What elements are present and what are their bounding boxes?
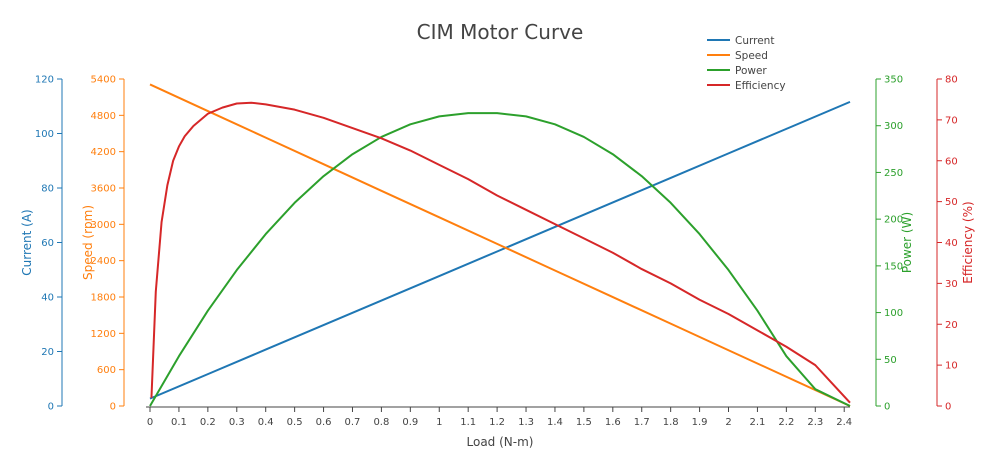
y-tick-label-current: 80: [41, 184, 54, 195]
x-tick-label: 0.4: [258, 417, 274, 428]
y-tick-label-efficiency: 40: [945, 238, 958, 249]
y-tick-label-efficiency: 80: [945, 75, 958, 86]
y-axis-speed: 0 600 1200 1800 2400 3000 3600 4200 4800 5400 Spee…: [81, 75, 125, 413]
series-line-speed: [149, 83, 851, 407]
x-tick-label: 0.7: [345, 417, 361, 428]
y-tick-label-power: 100: [884, 308, 903, 319]
y-tick-label-efficiency: 50: [945, 197, 958, 208]
x-axis-title: Load (N-m): [467, 435, 534, 449]
y-tick-label-efficiency: 30: [945, 279, 958, 290]
x-tick-label: 1.4: [547, 417, 563, 428]
x-tick-label: 2: [725, 417, 731, 428]
y-tick-label-speed: 3000: [91, 220, 116, 231]
legend-item-efficiency[interactable]: Efficiency: [707, 80, 786, 92]
x-tick-label: 1.2: [489, 417, 505, 428]
y-axis-efficiency: 0 10 20 30 40 50 60 70 80 Efficiency (%): [936, 75, 975, 413]
series-line-current: [149, 100, 851, 400]
series-line-power: [149, 112, 851, 407]
y-tick-label-efficiency: 20: [945, 320, 958, 331]
y-axis-title-power: Power (W): [900, 212, 914, 273]
y-axis-title-efficiency: Efficiency (%): [961, 201, 975, 283]
legend-item-power[interactable]: Power: [707, 65, 767, 77]
legend-label: Efficiency: [735, 80, 786, 92]
y-tick-label-current: 0: [48, 402, 54, 413]
legend-label: Speed: [735, 50, 768, 62]
y-axis-power: 0 50 100 150 200 250 300 350 Power (W): [875, 75, 914, 413]
y-tick-label-power: 350: [884, 75, 903, 86]
y-tick-label-speed: 1800: [91, 293, 116, 304]
x-tick-label: 0.2: [200, 417, 216, 428]
legend-label: Current: [735, 35, 774, 47]
series-group: [149, 83, 851, 407]
x-tick-label: 2.4: [836, 417, 852, 428]
x-tick-label: 0.6: [316, 417, 332, 428]
y-tick-label-speed: 4200: [91, 147, 116, 158]
y-tick-label-efficiency: 10: [945, 361, 958, 372]
x-tick-label: 1.1: [460, 417, 476, 428]
y-tick-label-power: 300: [884, 121, 903, 132]
y-tick-label-power: 250: [884, 168, 903, 179]
y-tick-label-speed: 5400: [91, 75, 116, 86]
legend-item-speed[interactable]: Speed: [707, 50, 768, 62]
x-tick-label: 0.5: [287, 417, 303, 428]
y-tick-label-speed: 3600: [91, 184, 116, 195]
y-tick-label-speed: 600: [97, 365, 116, 376]
legend-item-current[interactable]: Current: [707, 35, 774, 47]
y-tick-label-speed: 2400: [91, 256, 116, 267]
legend-label: Power: [735, 65, 767, 77]
x-axis: 0 0.1 0.2 0.3 0.4 0.5 0.6 0.7 0.8 0.9 1 1.1 1.2 1.3 1.…: [146, 406, 852, 428]
x-tick-label: 2.3: [807, 417, 823, 428]
x-tick-label: 1.5: [576, 417, 592, 428]
x-tick-label: 1.9: [692, 417, 708, 428]
chart-title: CIM Motor Curve: [417, 20, 584, 44]
x-tick-label: 0.8: [373, 417, 389, 428]
y-tick-label-current: 60: [41, 238, 54, 249]
x-tick-label: 0.1: [171, 417, 187, 428]
y-tick-label-current: 100: [35, 129, 54, 140]
x-tick-label: 2.1: [749, 417, 765, 428]
y-tick-label-current: 40: [41, 293, 54, 304]
y-axis-title-speed: Speed (rpm): [81, 205, 95, 280]
y-tick-label-speed: 1200: [91, 329, 116, 340]
x-tick-label: 1.8: [663, 417, 679, 428]
x-tick-label: 1.3: [518, 417, 534, 428]
x-tick-label: 0: [147, 417, 153, 428]
y-tick-label-current: 120: [35, 75, 54, 86]
y-tick-label-speed: 0: [110, 402, 116, 413]
y-tick-label-power: 0: [884, 402, 890, 413]
y-tick-label-power: 50: [884, 355, 897, 366]
x-tick-label: 1.7: [634, 417, 650, 428]
x-tick-label: 1: [436, 417, 442, 428]
x-tick-label: 0.3: [229, 417, 245, 428]
x-tick-label: 0.9: [402, 417, 418, 428]
y-tick-label-efficiency: 70: [945, 115, 958, 126]
x-tick-label: 1.6: [605, 417, 621, 428]
y-tick-label-speed: 4800: [91, 111, 116, 122]
legend: Current Speed Power Efficiency: [707, 35, 786, 92]
series-line-efficiency: [150, 101, 851, 404]
y-tick-label-power: 200: [884, 215, 903, 226]
y-axis-current: 0 20 40 60 80 100 120 Current (A): [20, 75, 63, 413]
y-tick-label-current: 20: [41, 347, 54, 358]
y-tick-label-power: 150: [884, 261, 903, 272]
x-tick-label: 2.2: [778, 417, 794, 428]
y-tick-label-efficiency: 0: [945, 402, 951, 413]
y-tick-label-efficiency: 60: [945, 156, 958, 167]
y-axis-title-current: Current (A): [20, 209, 34, 275]
